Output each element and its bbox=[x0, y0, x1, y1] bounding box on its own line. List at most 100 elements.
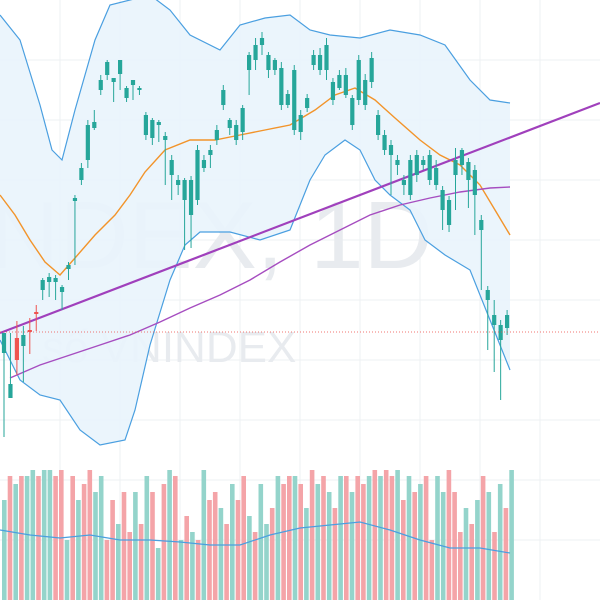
volume-bar bbox=[486, 492, 492, 600]
volume-bar bbox=[36, 476, 41, 600]
moving-average-short bbox=[0, 87, 511, 276]
volume-bar bbox=[435, 476, 440, 600]
volume-bar bbox=[395, 470, 400, 600]
volume-bar bbox=[110, 500, 115, 600]
volume-bar bbox=[429, 540, 435, 600]
volume-bar bbox=[275, 476, 281, 600]
candle-up bbox=[414, 155, 419, 175]
volume-bar bbox=[326, 492, 332, 600]
volume-bar bbox=[497, 484, 503, 600]
candle-up bbox=[363, 80, 368, 105]
volume-bar bbox=[401, 500, 406, 600]
volume-bar bbox=[76, 500, 81, 600]
candle-up bbox=[105, 62, 110, 75]
bollinger-upper-line bbox=[0, 0, 511, 162]
bollinger-upper-band bbox=[0, 0, 511, 162]
volume-bar bbox=[492, 532, 497, 600]
volume-bar bbox=[2, 500, 7, 600]
moving-average-long bbox=[9, 186, 511, 379]
candle-up bbox=[40, 280, 45, 290]
volume-ma-line bbox=[0, 521, 511, 554]
volume-bar bbox=[298, 484, 303, 600]
trendline-line bbox=[0, 101, 600, 335]
bollinger-lower-band bbox=[0, 139, 511, 446]
candle-up bbox=[234, 125, 239, 140]
volume-bar bbox=[458, 532, 463, 600]
volume-bar bbox=[452, 492, 457, 600]
volume-bar bbox=[287, 476, 292, 600]
volume-bar bbox=[446, 470, 452, 600]
candle-up bbox=[337, 75, 342, 88]
volume-bar bbox=[116, 524, 121, 600]
volume-bar bbox=[7, 476, 13, 600]
candle-up bbox=[427, 155, 432, 180]
volume-bar bbox=[269, 508, 275, 600]
volume-bar bbox=[389, 476, 395, 600]
candle-up bbox=[343, 75, 348, 95]
volume-bar bbox=[121, 492, 127, 600]
volume-bar bbox=[47, 470, 53, 600]
volume-bar bbox=[127, 532, 132, 600]
candle-up bbox=[150, 120, 155, 138]
candle-up bbox=[221, 90, 226, 105]
candle-up bbox=[395, 160, 400, 165]
volume-bar bbox=[218, 508, 224, 600]
volume-bar bbox=[167, 470, 172, 600]
volume-bar bbox=[207, 500, 212, 600]
candle-up bbox=[492, 315, 497, 325]
volume-bar bbox=[13, 484, 18, 600]
candle-up bbox=[311, 55, 316, 65]
volume-bar bbox=[41, 470, 47, 600]
volume-bar bbox=[475, 500, 480, 600]
volume-bar bbox=[292, 476, 298, 600]
candle-up bbox=[292, 70, 297, 130]
candle-up bbox=[259, 38, 265, 45]
candle-up bbox=[1, 333, 7, 353]
volume-bar bbox=[412, 492, 417, 600]
volume-bar bbox=[81, 484, 87, 600]
volume-bar bbox=[281, 484, 286, 600]
volume-bar bbox=[155, 548, 161, 600]
volume-bar bbox=[338, 476, 343, 600]
volume-bar bbox=[423, 476, 429, 600]
volume-bar bbox=[463, 508, 469, 600]
candle-up bbox=[350, 98, 355, 125]
volume-bar bbox=[372, 470, 378, 600]
volume-bar bbox=[304, 508, 309, 600]
candle-up bbox=[247, 55, 252, 70]
volume-bar bbox=[241, 476, 246, 600]
volume-bar bbox=[503, 508, 509, 600]
volume-bars bbox=[2, 470, 514, 600]
volume-bar bbox=[138, 524, 144, 600]
candle-up bbox=[324, 45, 329, 70]
candle-up bbox=[201, 160, 207, 168]
candle-up bbox=[279, 68, 284, 105]
candle-down bbox=[34, 312, 39, 314]
candle-up bbox=[163, 136, 168, 140]
volume-bar bbox=[349, 492, 355, 600]
candle-up bbox=[208, 150, 213, 155]
candle-up bbox=[253, 45, 258, 60]
trendline[interactable] bbox=[0, 101, 600, 335]
candle-up bbox=[8, 384, 13, 398]
candle-up bbox=[298, 115, 303, 132]
candle-up bbox=[440, 190, 445, 210]
candles bbox=[1, 32, 510, 437]
candle-up bbox=[369, 58, 374, 82]
volume-bar bbox=[480, 476, 486, 600]
volume-bar bbox=[93, 492, 98, 600]
candle-up bbox=[498, 325, 503, 340]
volume-bar bbox=[64, 540, 70, 600]
volume-bar bbox=[247, 516, 252, 600]
candle-up bbox=[272, 60, 277, 70]
bollinger-band-fill bbox=[0, 0, 510, 445]
bollinger-lower-line bbox=[0, 139, 511, 446]
volume-bar bbox=[195, 540, 201, 600]
candle-up bbox=[214, 130, 219, 140]
candle-up bbox=[485, 290, 490, 300]
volume-bar bbox=[190, 532, 195, 600]
volume-bar bbox=[315, 484, 321, 600]
candle-up bbox=[459, 150, 465, 165]
